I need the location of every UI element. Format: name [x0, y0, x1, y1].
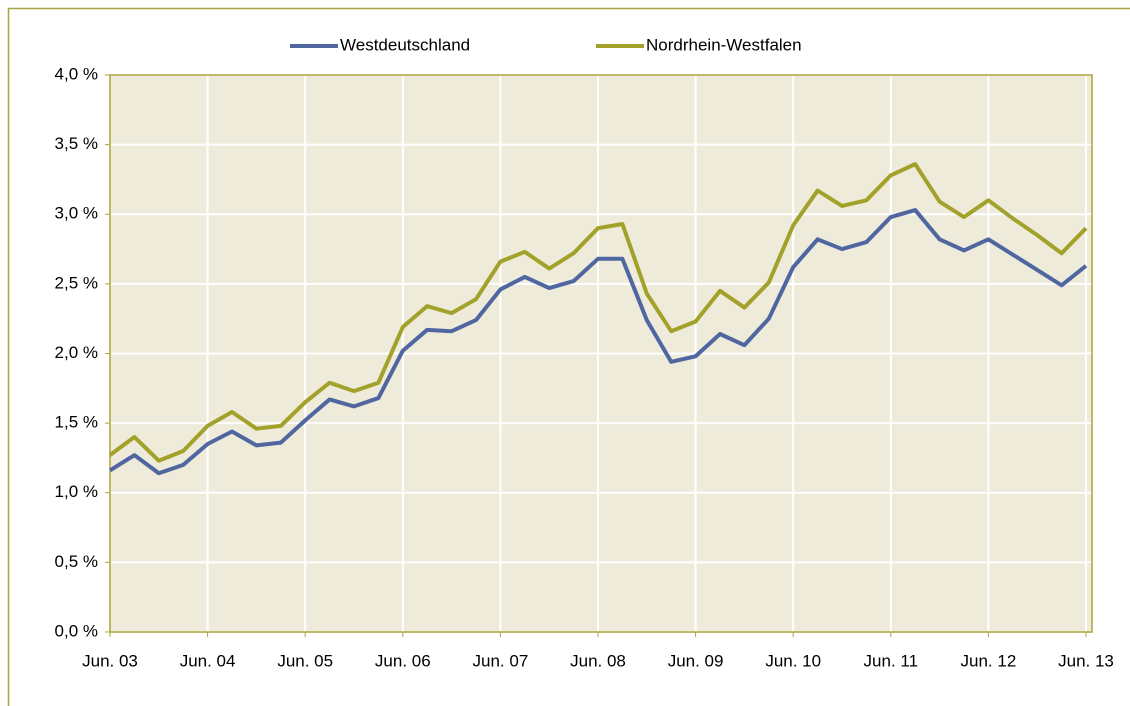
- y-tick-label: 3,0 %: [55, 204, 98, 223]
- x-tick-label: Jun. 05: [277, 651, 333, 670]
- x-tick-label: Jun. 04: [180, 651, 236, 670]
- x-tick-label: Jun. 08: [570, 651, 626, 670]
- legend-label: Nordrhein-Westfalen: [646, 35, 802, 54]
- x-tick-label: Jun. 09: [668, 651, 724, 670]
- y-tick-label: 1,5 %: [55, 413, 98, 432]
- y-tick-label: 2,5 %: [55, 273, 98, 292]
- plot-border: [109, 74, 1093, 633]
- series-line: [108, 208, 1088, 476]
- y-tick-label: 0,5 %: [55, 552, 98, 571]
- x-tick-label: Jun. 06: [375, 651, 431, 670]
- x-tick-label: Jun. 10: [765, 651, 821, 670]
- x-tick-label: Jun. 13: [1058, 651, 1114, 670]
- y-tick-label: 2,0 %: [55, 343, 98, 362]
- x-tick-label: Jun. 03: [82, 651, 138, 670]
- y-tick-label: 0,0 %: [55, 621, 98, 640]
- series-line: [108, 162, 1088, 463]
- legend-label: Westdeutschland: [340, 35, 470, 54]
- x-tick-label: Jun. 07: [473, 651, 529, 670]
- x-tick-label: Jun. 12: [961, 651, 1017, 670]
- x-tick-label: Jun. 11: [864, 651, 919, 670]
- y-tick-label: 4,0 %: [55, 64, 98, 83]
- y-tick-label: 3,5 %: [55, 134, 98, 153]
- y-tick-label: 1,0 %: [55, 482, 98, 501]
